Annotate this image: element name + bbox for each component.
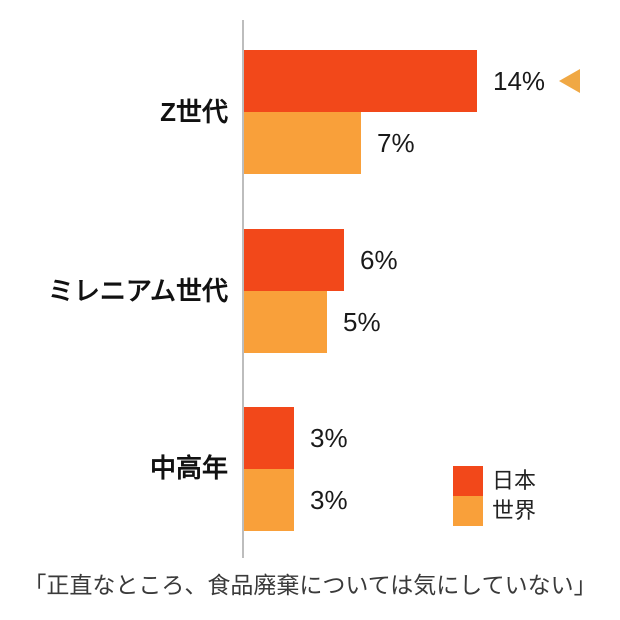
legend-label-world: 世界	[492, 498, 537, 523]
bar-middle-aged-japan	[244, 407, 294, 469]
bar-row-middle-aged-world: 3%	[244, 469, 348, 531]
bar-millennials-world	[244, 291, 327, 353]
bar-row-millennials-world: 5%	[244, 291, 381, 353]
y-axis-line	[242, 20, 244, 558]
bar-row-gen-z-world: 7%	[244, 112, 415, 174]
highlight-marker-icon	[559, 69, 581, 93]
legend-labels: 日本 世界	[492, 466, 536, 526]
bar-gen-z-japan	[244, 50, 477, 112]
category-label-middle-aged: 中高年	[149, 453, 228, 483]
chart-caption: 「正直なところ、食品廃棄については気にしていない」	[23, 572, 597, 598]
value-label-middle-aged-world: 3%	[310, 484, 348, 515]
bar-row-gen-z-japan: 14%	[244, 50, 581, 112]
value-label-millennials-world: 5%	[343, 306, 381, 337]
bar-gen-z-world	[244, 112, 361, 174]
value-label-gen-z-japan: 14%	[493, 65, 546, 96]
legend-swatches	[453, 466, 483, 526]
legend: 日本 世界	[453, 466, 536, 526]
legend-label-japan: 日本	[492, 468, 537, 493]
bar-row-millennials-japan: 6%	[244, 229, 398, 291]
category-label-millennials: ミレニアム世代	[47, 276, 228, 306]
bar-row-middle-aged-japan: 3%	[244, 407, 348, 469]
value-label-gen-z-world: 7%	[377, 127, 415, 158]
bar-middle-aged-world	[244, 469, 294, 531]
value-label-middle-aged-japan: 3%	[310, 422, 348, 453]
legend-swatch-world	[453, 496, 483, 526]
legend-swatch-japan	[453, 466, 483, 496]
value-label-millennials-japan: 6%	[360, 244, 398, 275]
category-label-gen-z: Z世代	[160, 97, 228, 127]
bar-millennials-japan	[244, 229, 344, 291]
